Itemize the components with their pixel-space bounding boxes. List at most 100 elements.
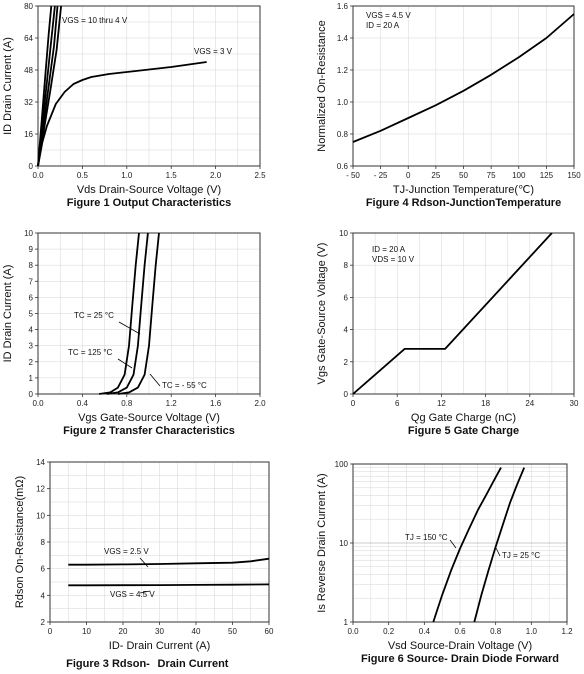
x-tick-label: 24 — [525, 399, 534, 408]
y-tick-label: 7 — [29, 277, 34, 286]
y-tick-label: 64 — [24, 34, 33, 43]
series-line — [98, 232, 140, 395]
y-tick-label: 4 — [344, 326, 349, 335]
y-tick-label: 10 — [36, 511, 45, 520]
y-tick-label: 14 — [36, 458, 45, 467]
grid-lines — [353, 233, 574, 394]
y-tick-label: 10 — [339, 539, 348, 548]
annotation-label: TC = 125 °C — [68, 348, 113, 357]
x-tick-label: 1.2 — [166, 399, 178, 408]
y-tick-label: 0 — [29, 390, 34, 399]
x-tick-label: 12 — [437, 399, 446, 408]
y-axis-label: Is Reverse Drain Current (A) — [316, 473, 328, 612]
x-tick-label: 0.5 — [77, 171, 89, 180]
x-tick-label: 100 — [512, 171, 526, 180]
annotation-leader — [139, 590, 151, 594]
y-tick-label: 12 — [36, 485, 45, 494]
chart-title: Figure 4 Rdson-JunctionTemperature — [366, 197, 561, 209]
y-tick-label: 32 — [24, 98, 33, 107]
x-tick-label: 0.0 — [32, 399, 44, 408]
annotation-label: VGS = 10 thru 4 V — [62, 16, 128, 25]
x-tick-label: 0.4 — [419, 627, 431, 636]
x-tick-label: 6 — [395, 399, 400, 408]
y-tick-label: 48 — [24, 66, 33, 75]
y-tick-label: 1.2 — [337, 66, 349, 75]
y-tick-label: 8 — [344, 261, 349, 270]
series-line — [68, 557, 270, 566]
x-tick-label: 150 — [567, 171, 581, 180]
annotation-label: VGS = 4.5 V — [366, 11, 411, 20]
chart-title: Figure 5 Gate Charge — [408, 425, 519, 437]
x-tick-label: 0 — [351, 399, 356, 408]
y-tick-label: 9 — [29, 245, 34, 254]
series-line — [432, 467, 502, 623]
y-tick-label: 0 — [29, 162, 34, 171]
y-tick-label: 4 — [29, 326, 34, 335]
y-tick-label: 10 — [339, 229, 348, 238]
chart-title: Figure 3 Rdson- — [66, 658, 150, 670]
grid-lines — [353, 6, 574, 166]
y-tick-label: 16 — [24, 130, 33, 139]
x-tick-label: 1.5 — [166, 171, 178, 180]
x-tick-label: 0.6 — [454, 627, 466, 636]
grid-lines — [353, 464, 567, 622]
y-axis-label: Vgs Gate-Source Voltage (V) — [316, 243, 328, 385]
x-axis-label: Vds Drain-Source Voltage (V) — [77, 184, 221, 196]
y-axis-label: ID Drain Current (A) — [2, 265, 14, 363]
annotation-leader — [149, 373, 161, 387]
x-axis-label: Vsd Source-Drain Voltage (V) — [388, 640, 532, 652]
annotation-label: TC = - 55 °C — [162, 381, 207, 390]
y-tick-label: 6 — [29, 293, 34, 302]
annotation-label: VGS = 2.5 V — [104, 547, 149, 556]
plot-frame — [37, 5, 261, 167]
annotation-label: TJ = 25 °C — [502, 551, 540, 560]
grid-lines — [38, 233, 260, 394]
y-tick-label: 80 — [24, 2, 33, 11]
x-axis-label: Vgs Gate-Source Voltage (V) — [78, 412, 220, 424]
y-tick-label: 1 — [29, 374, 34, 383]
x-tick-label: 1.0 — [526, 627, 538, 636]
x-tick-label: 50 — [459, 171, 468, 180]
x-tick-label: 75 — [487, 171, 496, 180]
annotation-label: ID = 20 A — [372, 245, 406, 254]
x-axis-label: Qg Gate Charge (nC) — [411, 412, 516, 424]
x-tick-label: 18 — [481, 399, 490, 408]
plot-frame — [352, 232, 575, 395]
y-axis-label: Rdson On-Resistance(mΩ) — [14, 476, 26, 608]
annotation-leader — [449, 539, 457, 549]
y-tick-label: 1.4 — [337, 34, 349, 43]
x-tick-label: 1.6 — [210, 399, 222, 408]
x-axis-label: ID- Drain Current (A) — [109, 640, 210, 652]
x-tick-label: 50 — [228, 627, 237, 636]
y-tick-label: 8 — [41, 538, 46, 547]
x-axis-label: TJ-Junction Temperature(℃) — [393, 184, 534, 196]
x-tick-label: 30 — [155, 627, 164, 636]
chart-title-suffix: Drain Current — [158, 658, 229, 670]
annotation-leader — [118, 321, 141, 335]
x-tick-label: 1.0 — [121, 171, 133, 180]
x-tick-label: 2.0 — [210, 171, 222, 180]
annotation-label: VDS = 10 V — [372, 255, 415, 264]
series-line — [352, 13, 575, 143]
y-tick-label: 5 — [29, 310, 34, 319]
chart-title: Figure 1 Output Characteristics — [67, 197, 231, 209]
chart-title: Figure 2 Transfer Characteristics — [63, 425, 235, 437]
annotation-label: VGS = 3 V — [194, 47, 233, 56]
x-tick-label: 60 — [265, 627, 274, 636]
series-line — [68, 583, 270, 587]
series-line — [352, 232, 553, 395]
series-line — [117, 232, 160, 395]
y-tick-label: 2 — [41, 618, 46, 627]
y-tick-label: 3 — [29, 342, 34, 351]
y-tick-label: 0 — [344, 390, 349, 399]
y-tick-label: 2 — [344, 358, 349, 367]
x-tick-label: - 50 — [346, 171, 360, 180]
series-line — [473, 467, 526, 623]
y-tick-label: 0.8 — [337, 130, 349, 139]
chart-title: Figure 6 Source- Drain Diode Forward — [361, 653, 559, 665]
x-tick-label: 0.8 — [490, 627, 502, 636]
y-tick-label: 4 — [41, 591, 46, 600]
x-tick-label: 0.8 — [121, 399, 133, 408]
y-tick-label: 6 — [41, 565, 46, 574]
